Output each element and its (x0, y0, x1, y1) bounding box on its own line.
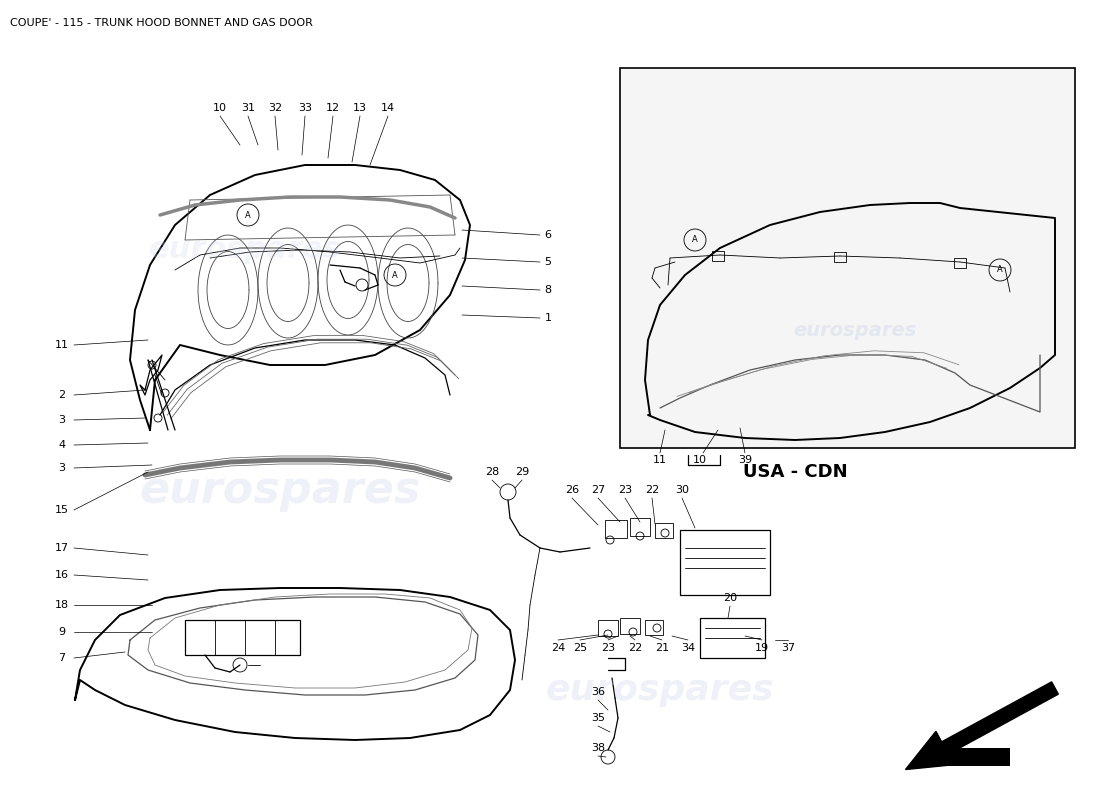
Text: 26: 26 (565, 485, 579, 495)
Text: A: A (245, 210, 251, 219)
Text: COUPE' - 115 - TRUNK HOOD BONNET AND GAS DOOR: COUPE' - 115 - TRUNK HOOD BONNET AND GAS… (10, 18, 312, 28)
Bar (834, 252, 846, 262)
Bar (185, 620, 300, 655)
Text: 10: 10 (213, 103, 227, 113)
Text: 13: 13 (353, 103, 367, 113)
Text: eurospares: eurospares (546, 673, 774, 707)
Text: eurospares: eurospares (148, 235, 341, 265)
Text: 39: 39 (738, 455, 752, 465)
Text: 37: 37 (781, 643, 795, 653)
Text: USA - CDN: USA - CDN (742, 463, 847, 481)
Text: A: A (392, 270, 398, 279)
Text: 6: 6 (544, 230, 551, 240)
Text: 29: 29 (515, 467, 529, 477)
Bar (598, 620, 618, 636)
Text: 23: 23 (601, 643, 615, 653)
Text: 11: 11 (653, 455, 667, 465)
Bar (605, 520, 627, 538)
Bar (712, 251, 724, 261)
Text: 28: 28 (485, 467, 499, 477)
Text: 18: 18 (55, 600, 69, 610)
Text: 9: 9 (58, 627, 66, 637)
Text: A: A (997, 266, 1003, 274)
Text: 12: 12 (326, 103, 340, 113)
Text: 25: 25 (573, 643, 587, 653)
Text: 11: 11 (55, 340, 69, 350)
Text: 30: 30 (675, 485, 689, 495)
Text: eurospares: eurospares (793, 321, 916, 339)
Bar (954, 258, 966, 268)
Text: 1: 1 (544, 313, 551, 323)
Bar (940, 748, 1010, 766)
Text: 4: 4 (58, 440, 66, 450)
Bar (620, 68, 1075, 448)
Text: 38: 38 (591, 743, 605, 753)
Text: 34: 34 (681, 643, 695, 653)
FancyArrow shape (905, 682, 1058, 770)
Text: 36: 36 (591, 687, 605, 697)
Text: A: A (692, 235, 697, 245)
Text: 32: 32 (268, 103, 282, 113)
Text: 10: 10 (693, 455, 707, 465)
Bar (700, 618, 764, 658)
Text: 31: 31 (241, 103, 255, 113)
Bar (645, 620, 663, 635)
Text: 20: 20 (723, 593, 737, 603)
Text: 23: 23 (618, 485, 632, 495)
Text: 24: 24 (551, 643, 565, 653)
Text: 21: 21 (654, 643, 669, 653)
Text: 22: 22 (628, 643, 642, 653)
Text: 7: 7 (58, 653, 66, 663)
Text: 2: 2 (58, 390, 66, 400)
Text: 19: 19 (755, 643, 769, 653)
Text: 3: 3 (58, 463, 66, 473)
Bar (630, 518, 650, 536)
Bar (654, 523, 673, 538)
Text: 14: 14 (381, 103, 395, 113)
Text: 17: 17 (55, 543, 69, 553)
Text: 5: 5 (544, 257, 551, 267)
Text: 35: 35 (591, 713, 605, 723)
Text: 22: 22 (645, 485, 659, 495)
Bar (620, 618, 640, 634)
Text: 3: 3 (58, 415, 66, 425)
Text: 16: 16 (55, 570, 69, 580)
Text: 8: 8 (544, 285, 551, 295)
Text: 15: 15 (55, 505, 69, 515)
Text: 27: 27 (591, 485, 605, 495)
Bar (680, 530, 770, 595)
Text: eurospares: eurospares (140, 469, 420, 511)
Text: 33: 33 (298, 103, 312, 113)
